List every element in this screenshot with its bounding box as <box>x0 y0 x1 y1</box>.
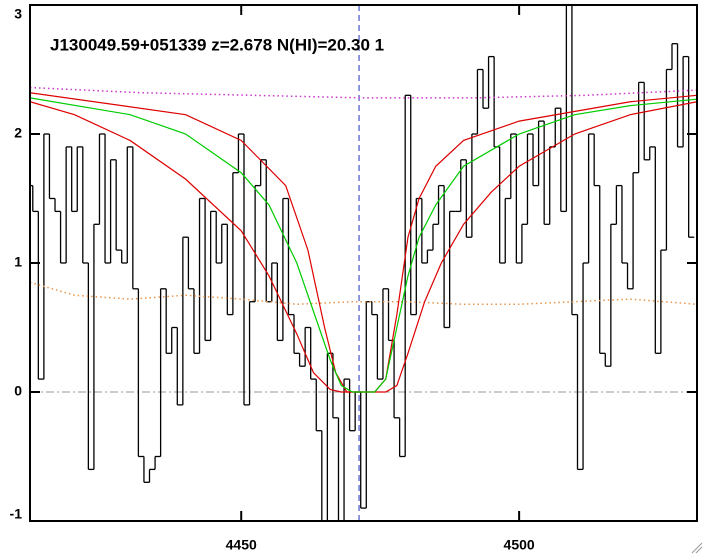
dotted-line <box>30 86 697 99</box>
dotted-line <box>30 281 697 306</box>
y-tick-label: 3 <box>14 6 22 22</box>
model-line <box>30 92 697 393</box>
plot-frame <box>29 4 698 522</box>
plot-area <box>30 5 697 521</box>
resize-grip <box>691 542 703 554</box>
y-tick-label: 2 <box>14 125 22 141</box>
x-tick-label: 4500 <box>504 537 535 553</box>
y-tick-label: 1 <box>14 254 22 270</box>
chart-title: J130049.59+051339 z=2.678 N(HI)=20.30 1 <box>50 35 384 54</box>
x-tick-label: 4450 <box>226 537 257 553</box>
y-tick-label: -1 <box>10 506 23 522</box>
model-line <box>30 101 697 393</box>
model-line <box>30 97 697 393</box>
y-tick-label: 0 <box>14 383 22 399</box>
